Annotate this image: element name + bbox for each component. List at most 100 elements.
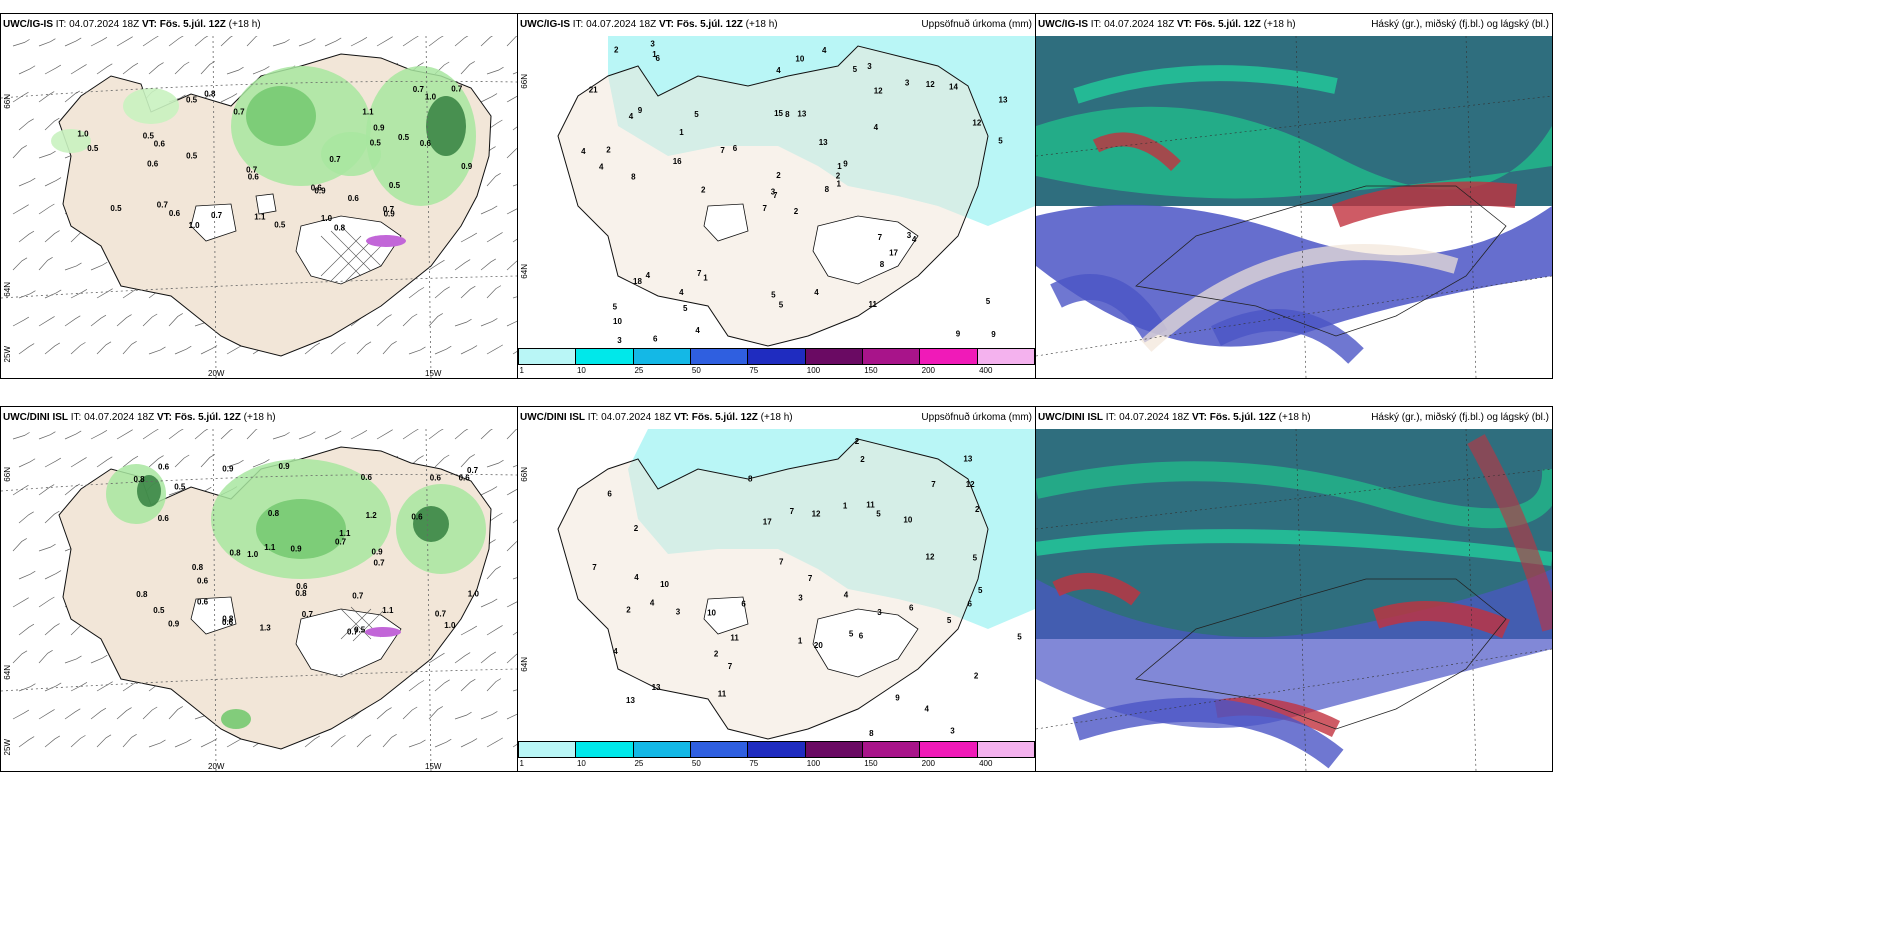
map-value-label: 9 (956, 330, 961, 339)
wind-barb (96, 681, 113, 692)
map-value-label: 10 (903, 516, 912, 525)
wind-barb (174, 738, 192, 748)
lon-label-25: 25W (3, 739, 12, 756)
wind-barb (434, 738, 452, 748)
wind-barb (226, 459, 244, 468)
map-value-label: 10 (795, 55, 804, 64)
map-value-label: 2 (836, 171, 841, 180)
map-value-label: 1.0 (444, 621, 456, 630)
map-value-label: 0.8 (136, 590, 148, 599)
wind-barb (506, 601, 517, 608)
wind-barb (226, 66, 244, 75)
map-value-label: 0.7 (157, 201, 169, 210)
map-value-label: 0.6 (430, 474, 442, 483)
map-value-label: 0.7 (467, 466, 479, 475)
map-value-label: 4 (814, 288, 819, 297)
map-value-label: 0.5 (87, 144, 99, 153)
map-value-label: 5 (978, 586, 983, 595)
wind-barb (64, 37, 82, 47)
wind-barb (512, 72, 517, 75)
wind-barb (142, 313, 158, 327)
wind-barb (12, 538, 27, 552)
wind-barb (38, 484, 55, 496)
lat-label-64: 64N (3, 665, 12, 680)
map-value-label: 0.6 (248, 172, 260, 181)
map-value-label: 17 (763, 518, 772, 527)
map-value-label: 12 (874, 86, 883, 95)
wind-barb (12, 432, 30, 440)
map-value-label: 3 (798, 594, 803, 603)
wind-barb (506, 148, 517, 159)
wind-barb (246, 36, 258, 47)
glaciers (190, 596, 402, 678)
wind-barb (64, 430, 82, 440)
wind-barb (506, 320, 517, 327)
wind-barb (122, 733, 137, 748)
wind-barb (460, 678, 476, 692)
iceland-landmass (557, 438, 989, 740)
map-value-label: 2 (626, 606, 631, 615)
wind-barb (44, 570, 62, 580)
map-value-label: 5 (849, 629, 854, 638)
wind-barb (460, 285, 476, 299)
wind-barb (18, 118, 34, 131)
wind-barb (70, 64, 87, 75)
wind-barb (18, 230, 35, 243)
wind-barb (506, 95, 517, 103)
map-value-label: 0.5 (143, 131, 155, 140)
wind-barb (96, 63, 113, 75)
wind-barb (298, 431, 316, 440)
wind-barb (434, 679, 450, 692)
map-value-label: 0.7 (352, 591, 364, 600)
map-value-label: 10 (660, 580, 669, 589)
map-value-label: 2 (606, 146, 611, 155)
map-value-label: 0.7 (329, 155, 341, 164)
wind-barb (70, 735, 86, 748)
map-value-label: 0.9 (314, 186, 326, 195)
map-value-label: 0.8 (204, 90, 216, 99)
map-value-label: 4 (613, 647, 618, 656)
wind-barb (90, 314, 107, 327)
panel-header: UWC/DINI ISL IT: 04.07.2024 18Z VT: Fös.… (1036, 407, 1552, 429)
lat-label-66: 66N (3, 94, 12, 109)
wind-barb (480, 258, 497, 271)
pink-precip (365, 627, 401, 637)
wind-barb (480, 651, 497, 664)
wind-barb (38, 596, 55, 608)
map-value-label: 0.7 (435, 609, 447, 618)
precip-values: 1.3 0.70.81.10.90.50.81.00.90.80.60.71.10… (134, 462, 480, 637)
map-value-label: 0.7 (451, 85, 463, 94)
wind-barb (174, 61, 190, 75)
map-value-label: 0.6 (154, 140, 166, 149)
wind-barb (376, 36, 393, 47)
glaciers (703, 203, 919, 285)
map-value-label: 1 (837, 162, 842, 171)
map-value-label: 0.6 (147, 159, 159, 168)
map-value-label: 14 (949, 83, 958, 92)
wind-barb (38, 256, 53, 271)
map-value-label: 0.6 (169, 209, 181, 218)
map-value-label: 9 (991, 330, 996, 339)
wind-barb (486, 172, 501, 187)
wind-barb (480, 429, 493, 440)
wind-barb (70, 682, 88, 692)
grid-lines (1, 429, 517, 771)
precip-values: 0.80.50.70.5 0.51.00.90.50.60.60.51.00.70… (77, 85, 472, 233)
map-value-label: 0.7 (211, 211, 223, 220)
wind-barb (44, 682, 62, 692)
map-value-label: 4 (822, 46, 827, 55)
lat-label-66: 66N (520, 74, 529, 89)
wind-barb (12, 39, 30, 47)
wind-barb (116, 707, 132, 720)
map-value-label: 1.1 (362, 108, 374, 117)
map-value-label: 13 (652, 683, 661, 692)
map-value-label: 5 (613, 303, 618, 312)
map-value-label: 7 (728, 662, 733, 671)
wind-barb (220, 93, 238, 103)
legend-tick-label: 100 (806, 366, 821, 375)
wind-barb (44, 457, 62, 468)
wind-barb (142, 36, 159, 47)
map-value-label: 6 (607, 490, 612, 499)
wind-barb (480, 711, 498, 720)
map-value-label: 0.8 (268, 509, 280, 518)
